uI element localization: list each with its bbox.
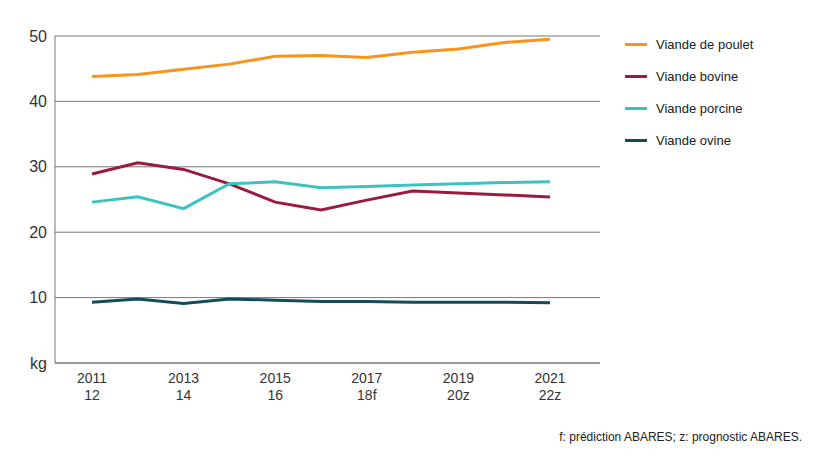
svg-text:10: 10: [29, 289, 47, 306]
svg-text:202122z: 202122z: [534, 370, 565, 403]
svg-text:20: 20: [29, 224, 47, 241]
svg-text:201314: 201314: [168, 370, 199, 403]
svg-text:201920z: 201920z: [443, 370, 474, 403]
html-text:Viande porcine: Viande porcine: [656, 100, 743, 116]
html-text:f: prédiction ABARES; z: progn: f: prédiction ABARES; z: prognostic ABAR…: [559, 430, 802, 444]
svg-text:40: 40: [29, 93, 47, 110]
svg-text:201516: 201516: [260, 370, 291, 403]
svg-text:30: 30: [29, 158, 47, 175]
svg-text:kg: kg: [30, 355, 47, 372]
svg-text:201718f: 201718f: [351, 370, 382, 403]
svg-text:201112: 201112: [77, 370, 107, 403]
html-text:Viande ovine: Viande ovine: [656, 132, 731, 148]
html-text:Viande bovine: Viande bovine: [656, 68, 739, 84]
svg-text:50: 50: [29, 28, 47, 45]
html-text:Viande de poulet: Viande de poulet: [656, 36, 754, 52]
